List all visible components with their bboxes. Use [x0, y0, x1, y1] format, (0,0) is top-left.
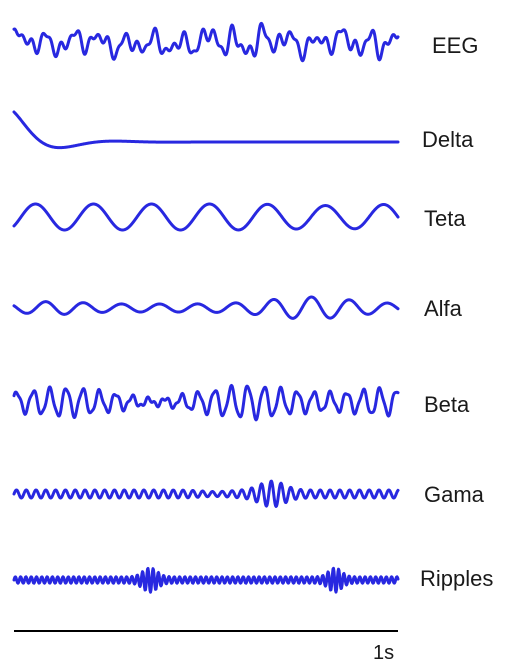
- beta-waveform: [12, 383, 400, 422]
- gama-waveform: [12, 479, 400, 508]
- scale-bar-label: 1s: [373, 642, 394, 662]
- trace-gama: Gama: [12, 479, 485, 508]
- ripples-waveform: [12, 566, 400, 594]
- trace-alfa: Alfa: [12, 295, 463, 321]
- trace-ripples: Ripples: [12, 566, 493, 594]
- trace-teta: Teta: [12, 202, 466, 232]
- alfa-label: Alfa: [424, 296, 463, 321]
- delta-waveform: [12, 110, 400, 150]
- gama-label: Gama: [424, 482, 485, 507]
- teta-label: Teta: [424, 206, 466, 231]
- trace-delta: Delta: [12, 110, 474, 152]
- alfa-waveform: [12, 295, 400, 320]
- teta-waveform: [12, 202, 400, 232]
- trace-beta: Beta: [12, 383, 470, 422]
- eeg-label: EEG: [432, 33, 478, 58]
- beta-label: Beta: [424, 392, 470, 417]
- delta-label: Delta: [422, 127, 474, 152]
- scale-bar: 1s: [14, 630, 398, 662]
- ripples-label: Ripples: [420, 566, 493, 591]
- trace-eeg: EEG: [12, 21, 478, 63]
- eeg-waveform: [12, 21, 400, 63]
